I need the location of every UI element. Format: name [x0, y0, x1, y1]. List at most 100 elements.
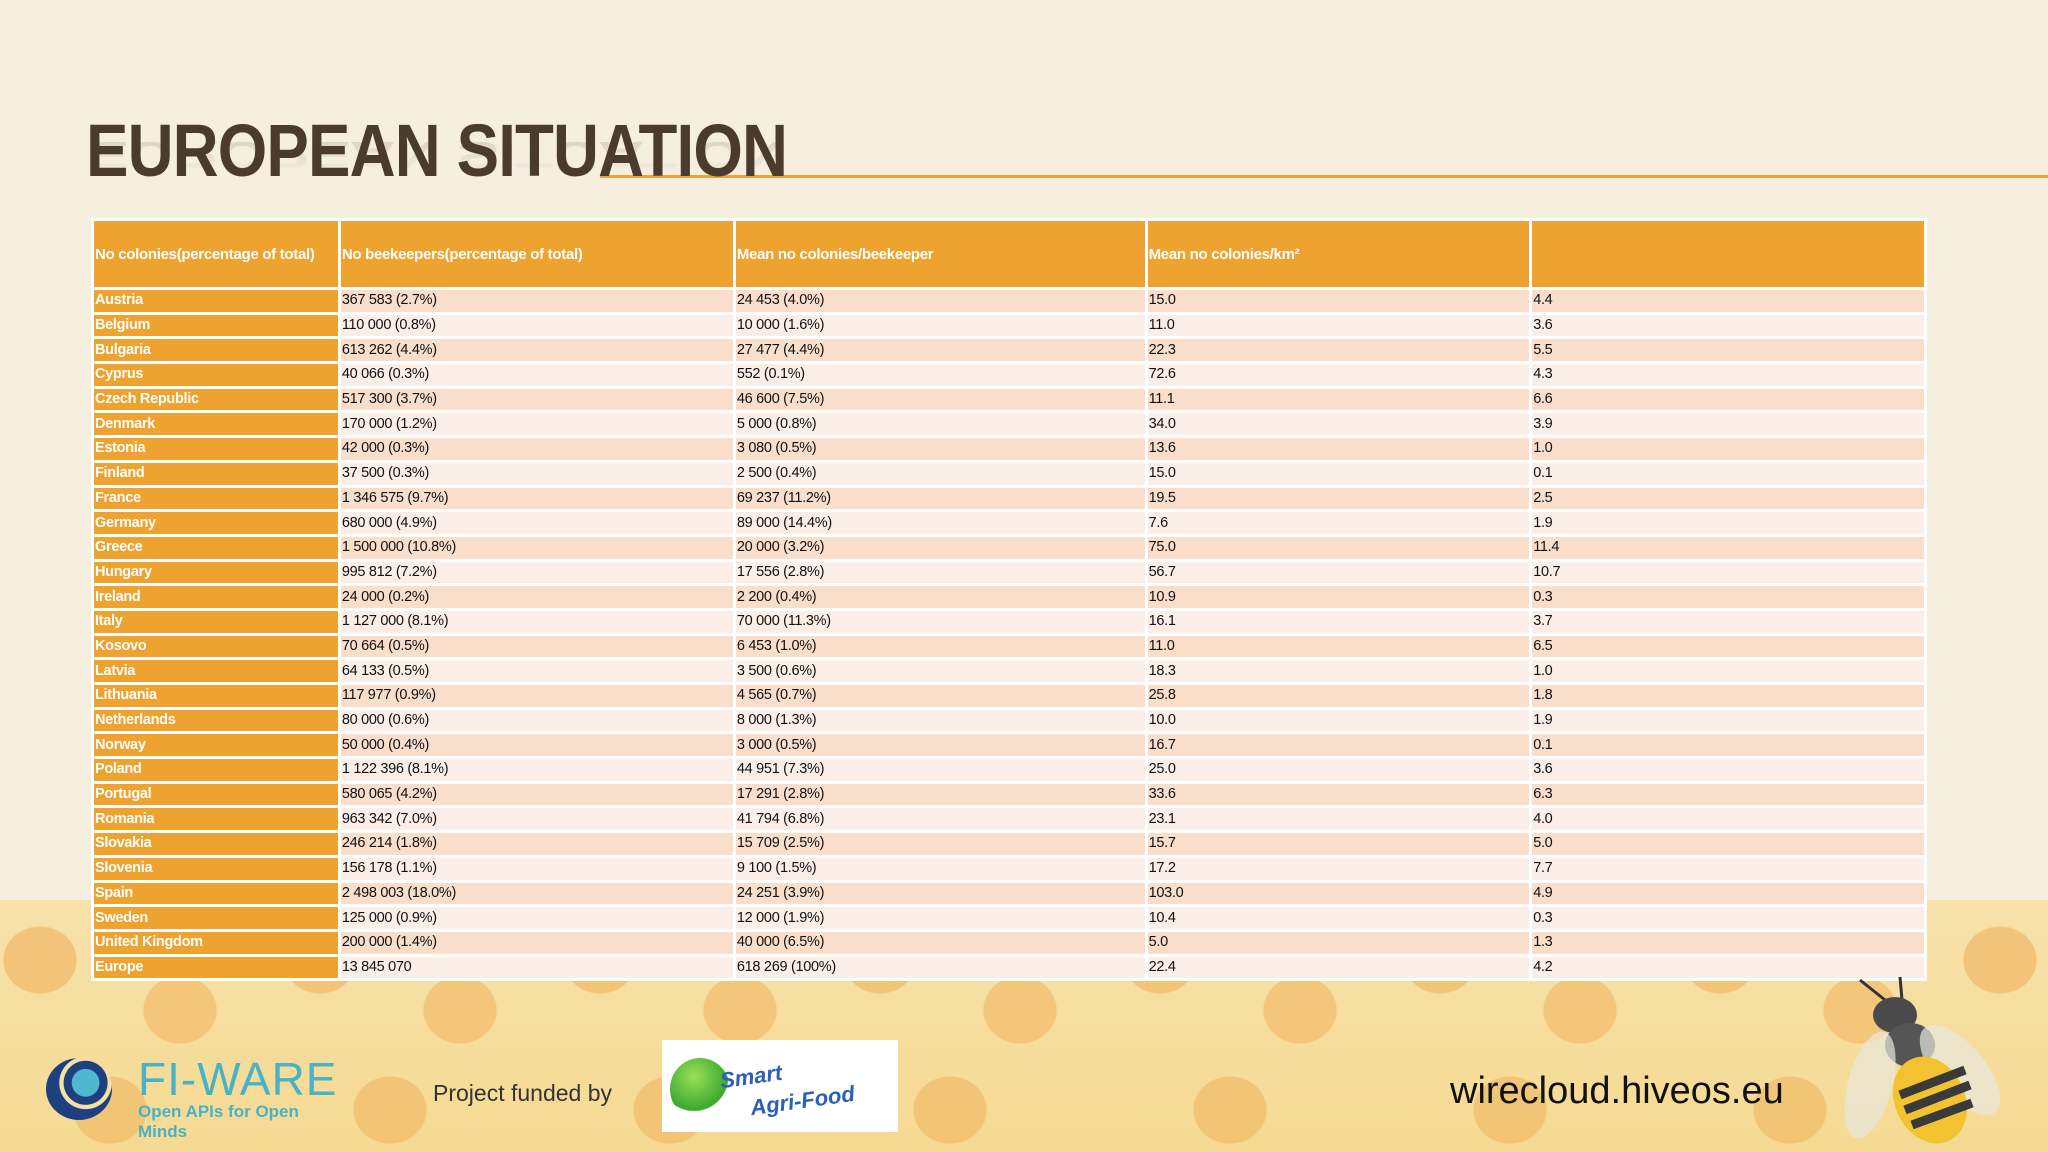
- mean-per-km2-cell: 6.6: [1532, 388, 1924, 411]
- mean-per-beekeeper-cell: 25.8: [1147, 685, 1530, 707]
- country-cell: Germany: [94, 512, 338, 534]
- header-beekeepers: No beekeepers(percentage of total): [340, 221, 733, 287]
- colonies-cell: 80 000 (0.6%): [340, 709, 733, 732]
- colonies-cell: 170 000 (1.2%): [340, 413, 733, 436]
- beekeepers-cell: 3 000 (0.5%): [735, 734, 1145, 757]
- mean-per-beekeeper-cell: 103.0: [1147, 882, 1530, 905]
- mean-per-km2-cell: 4.4: [1532, 290, 1924, 312]
- table-row: Spain 2 498 003 (18.0%) 24 251 (3.9%) 103.0…: [94, 882, 1924, 905]
- mean-per-beekeeper-cell: 56.7: [1147, 561, 1530, 584]
- colonies-cell: 117 977 (0.9%): [340, 685, 733, 707]
- mean-per-beekeeper-cell: 34.0: [1147, 413, 1530, 436]
- table-row: Europe 13 845 070 618 269 (100%) 22.4 4.2: [94, 956, 1924, 979]
- country-cell: Hungary: [94, 561, 338, 584]
- country-cell: United Kingdom: [94, 931, 338, 954]
- mean-per-beekeeper-cell: 22.4: [1147, 956, 1530, 979]
- mean-per-km2-cell: 3.6: [1532, 314, 1924, 337]
- mean-per-km2-cell: 6.3: [1532, 783, 1924, 806]
- mean-per-km2-cell: 3.6: [1532, 759, 1924, 781]
- smart-agri-food-logo: Smart Agri-Food: [662, 1040, 898, 1132]
- table-row: Slovenia 156 178 (1.1%) 9 100 (1.5%) 17.2 7.…: [94, 857, 1924, 880]
- country-cell: Slovenia: [94, 857, 338, 880]
- table-row: Latvia 64 133 (0.5%) 3 500 (0.6%) 18.3 1.0: [94, 660, 1924, 682]
- mean-per-km2-cell: 6.5: [1532, 635, 1924, 658]
- table-row: Finland 37 500 (0.3%) 2 500 (0.4%) 15.0 0.1: [94, 462, 1924, 485]
- beekeepers-cell: 2 500 (0.4%): [735, 462, 1145, 485]
- colonies-cell: 125 000 (0.9%): [340, 907, 733, 929]
- mean-per-beekeeper-cell: 10.9: [1147, 586, 1530, 608]
- country-cell: Estonia: [94, 438, 338, 460]
- country-cell: Europe: [94, 956, 338, 979]
- mean-per-beekeeper-cell: 5.0: [1147, 931, 1530, 954]
- mean-per-beekeeper-cell: 19.5: [1147, 487, 1530, 510]
- page-title: EUROPEAN SITUATION: [86, 109, 788, 192]
- table-row: Czech Republic 517 300 (3.7%) 46 600 (7.5%…: [94, 388, 1924, 411]
- colonies-cell: 50 000 (0.4%): [340, 734, 733, 757]
- header-mean-per-beekeeper: Mean no colonies/beekeeper: [735, 221, 1145, 287]
- leaf-icon: [670, 1058, 730, 1120]
- beekeepers-cell: 24 251 (3.9%): [735, 882, 1145, 905]
- fiware-swirl-icon: [46, 1058, 112, 1120]
- country-cell: France: [94, 487, 338, 510]
- mean-per-beekeeper-cell: 7.6: [1147, 512, 1530, 534]
- mean-per-km2-cell: 11.4: [1532, 536, 1924, 559]
- mean-per-beekeeper-cell: 11.0: [1147, 314, 1530, 337]
- table-row: Belgium 110 000 (0.8%) 10 000 (1.6%) 11.0 3.…: [94, 314, 1924, 337]
- table-row: Lithuania 117 977 (0.9%) 4 565 (0.7%) 25.8 1…: [94, 685, 1924, 707]
- mean-per-km2-cell: 5.5: [1532, 339, 1924, 362]
- table-row: Cyprus 40 066 (0.3%) 552 (0.1%) 72.6 4.3: [94, 364, 1924, 386]
- beekeepers-cell: 618 269 (100%): [735, 956, 1145, 979]
- mean-per-beekeeper-cell: 17.2: [1147, 857, 1530, 880]
- mean-per-km2-cell: 2.5: [1532, 487, 1924, 510]
- funded-by-label: Project funded by: [433, 1080, 613, 1106]
- country-cell: Denmark: [94, 413, 338, 436]
- table-row: Slovakia 246 214 (1.8%) 15 709 (2.5%) 15.7 5…: [94, 833, 1924, 855]
- country-cell: Latvia: [94, 660, 338, 682]
- mean-per-km2-cell: 4.9: [1532, 882, 1924, 905]
- beekeepers-cell: 41 794 (6.8%): [735, 808, 1145, 831]
- beekeepers-cell: 2 200 (0.4%): [735, 586, 1145, 608]
- table-row: Hungary 995 812 (7.2%) 17 556 (2.8%) 56.7 10…: [94, 561, 1924, 584]
- beekeepers-cell: 10 000 (1.6%): [735, 314, 1145, 337]
- beekeepers-cell: 27 477 (4.4%): [735, 339, 1145, 362]
- colonies-cell: 64 133 (0.5%): [340, 660, 733, 682]
- beekeepers-cell: 70 000 (11.3%): [735, 610, 1145, 633]
- beekeepers-cell: 6 453 (1.0%): [735, 635, 1145, 658]
- country-cell: Bulgaria: [94, 339, 338, 362]
- header-empty: [1532, 221, 1924, 287]
- colonies-cell: 200 000 (1.4%): [340, 931, 733, 954]
- beekeepers-cell: 8 000 (1.3%): [735, 709, 1145, 732]
- country-cell: Netherlands: [94, 709, 338, 732]
- table-row: United Kingdom 200 000 (1.4%) 40 000 (6.5%…: [94, 931, 1924, 954]
- country-cell: Poland: [94, 759, 338, 781]
- mean-per-beekeeper-cell: 75.0: [1147, 536, 1530, 559]
- colonies-cell: 680 000 (4.9%): [340, 512, 733, 534]
- table-row: France 1 346 575 (9.7%) 69 237 (11.2%) 19.5…: [94, 487, 1924, 510]
- saf-text-line1: Smart: [718, 1059, 784, 1094]
- beekeepers-cell: 44 951 (7.3%): [735, 759, 1145, 781]
- beekeepers-cell: 9 100 (1.5%): [735, 857, 1145, 880]
- country-cell: Sweden: [94, 907, 338, 929]
- title-reflection: EUROPEAN SITUATION: [86, 134, 788, 176]
- table-row: Germany 680 000 (4.9%) 89 000 (14.4%) 7.6 1.…: [94, 512, 1924, 534]
- mean-per-beekeeper-cell: 10.0: [1147, 709, 1530, 732]
- colonies-cell: 1 500 000 (10.8%): [340, 536, 733, 559]
- country-cell: Cyprus: [94, 364, 338, 386]
- mean-per-beekeeper-cell: 15.7: [1147, 833, 1530, 855]
- colonies-cell: 110 000 (0.8%): [340, 314, 733, 337]
- mean-per-beekeeper-cell: 10.4: [1147, 907, 1530, 929]
- mean-per-km2-cell: 1.0: [1532, 660, 1924, 682]
- fiware-tagline: Open APIs for Open Minds: [138, 1102, 299, 1141]
- table-row: Denmark 170 000 (1.2%) 5 000 (0.8%) 34.0 3.9: [94, 413, 1924, 436]
- beekeepers-cell: 20 000 (3.2%): [735, 536, 1145, 559]
- mean-per-km2-cell: 4.3: [1532, 364, 1924, 386]
- beekeepers-cell: 89 000 (14.4%): [735, 512, 1145, 534]
- fiware-name: FI-WARE: [138, 1053, 338, 1105]
- mean-per-beekeeper-cell: 15.0: [1147, 462, 1530, 485]
- colonies-cell: 42 000 (0.3%): [340, 438, 733, 460]
- colonies-cell: 367 583 (2.7%): [340, 290, 733, 312]
- colonies-cell: 37 500 (0.3%): [340, 462, 733, 485]
- country-cell: Slovakia: [94, 833, 338, 855]
- table-row: Romania 963 342 (7.0%) 41 794 (6.8%) 23.1 4.…: [94, 808, 1924, 831]
- table-row: Sweden 125 000 (0.9%) 12 000 (1.9%) 10.4 0.3: [94, 907, 1924, 929]
